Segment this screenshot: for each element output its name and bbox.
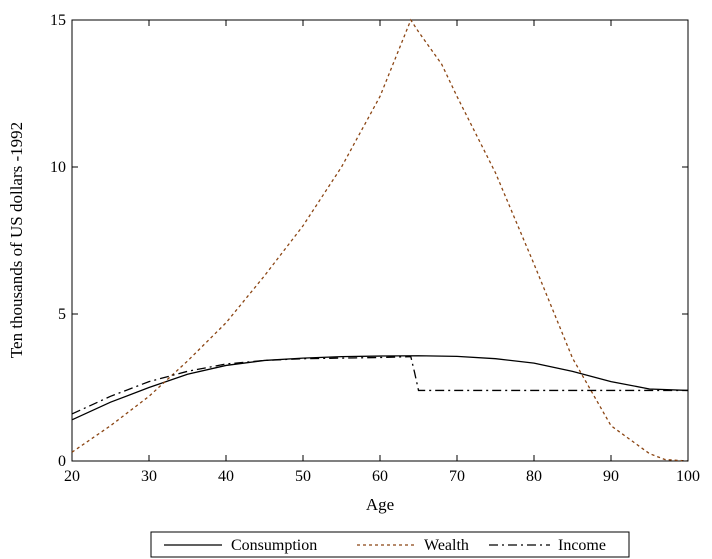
series-line-income xyxy=(71,355,688,415)
x-tick-label-50: 50 xyxy=(295,468,311,485)
y-axis-title: Ten thousands of US dollars -1992 xyxy=(7,122,26,358)
legend: Consumption Wealth Income xyxy=(150,531,630,558)
x-tick-label-100: 100 xyxy=(676,468,700,485)
y-ticks: 0 5 10 15 xyxy=(50,12,688,470)
legend-label-wealth: Wealth xyxy=(424,537,469,554)
x-tick-label-80: 80 xyxy=(526,468,542,485)
y-tick-label-5: 5 xyxy=(58,306,66,323)
plot-area xyxy=(71,19,689,462)
series-layer xyxy=(71,18,689,462)
series-line-wealth xyxy=(71,18,689,462)
x-tick-label-20: 20 xyxy=(64,468,80,485)
x-tick-label-40: 40 xyxy=(218,468,234,485)
y-tick-label-0: 0 xyxy=(58,453,66,470)
x-tick-label-30: 30 xyxy=(141,468,157,485)
x-ticks: 20 30 40 50 60 70 80 90 100 xyxy=(64,20,700,485)
legend-label-consumption: Consumption xyxy=(231,537,317,554)
legend-label-income: Income xyxy=(558,537,606,554)
series-line-consumption xyxy=(71,355,689,421)
x-axis-title: Age xyxy=(366,495,394,514)
x-tick-label-70: 70 xyxy=(449,468,465,485)
y-tick-label-15: 15 xyxy=(50,12,66,29)
x-tick-label-60: 60 xyxy=(372,468,388,485)
x-tick-label-90: 90 xyxy=(603,468,619,485)
y-tick-label-10: 10 xyxy=(50,159,66,176)
